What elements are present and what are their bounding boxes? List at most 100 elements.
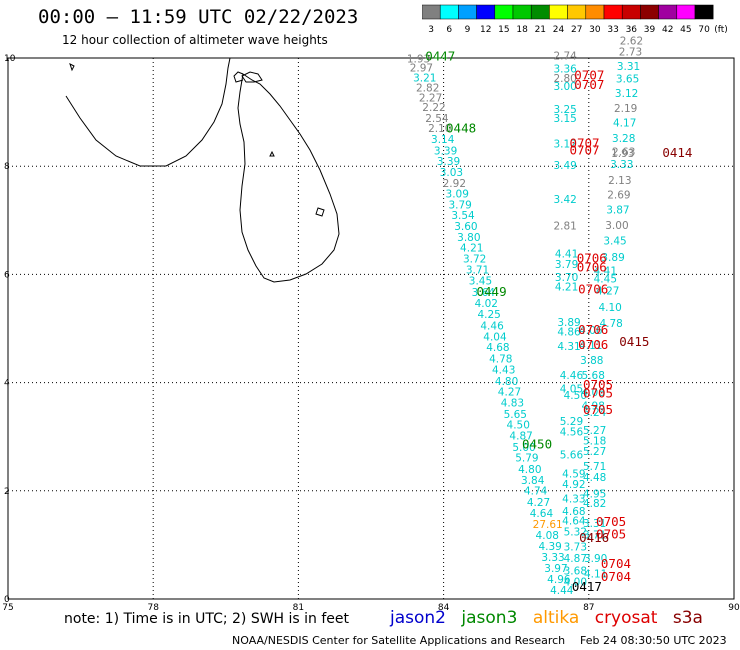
wave-height-point: 5.00 <box>512 442 535 454</box>
wave-height-point: 4.80 <box>495 376 518 388</box>
wave-height-point: 5.65 <box>504 409 527 421</box>
wave-height-point: 27.61 <box>533 519 563 531</box>
scale-label: 27 <box>571 25 582 34</box>
wave-height-point: 5.66 <box>560 449 584 461</box>
pass-time-label: 0707 <box>574 68 604 83</box>
wave-height-point: 4.44 <box>550 585 574 597</box>
wave-height-point: 4.31 <box>557 341 580 353</box>
wave-height-point: 3.90 <box>584 553 607 565</box>
pass-time-label: 0449 <box>477 284 507 299</box>
india-coastline <box>65 57 231 167</box>
wave-height-point: 4.92 <box>562 479 585 491</box>
wave-height-point: 3.36 <box>553 64 577 76</box>
wave-height-point: 4.33 <box>562 494 585 506</box>
scale-label: 42 <box>662 25 673 34</box>
island-small-1 <box>69 63 75 72</box>
wave-height-point: 3.89 <box>557 317 580 329</box>
wave-height-point: 2.10 <box>428 123 451 135</box>
wave-height-point: 4.78 <box>599 318 622 330</box>
wave-height-point: 3.68 <box>564 566 587 578</box>
wave-height-point: 4.11 <box>579 340 602 352</box>
wave-height-point: 4.96 <box>547 574 571 586</box>
wave-height-point: 2.80 <box>553 73 576 85</box>
color-scale: 3 6 9 12 15 18 21 24 27 30 33 36 39 42 45 70 (ft) <box>422 4 728 34</box>
wave-height-point: 3.39 <box>437 156 460 168</box>
wave-height-point: 3.00 <box>553 81 576 93</box>
scale-label: 6 <box>446 25 452 34</box>
wave-height-point: 3.97 <box>544 563 567 575</box>
legend-jason3: jason3 <box>461 608 518 628</box>
wave-height-point: 4.06 <box>579 325 603 337</box>
wave-height-point: 2.69 <box>607 190 630 202</box>
wave-height-point: 5.71 <box>583 461 606 473</box>
wave-height-point: 4.41 <box>555 249 578 261</box>
legend-s3a: s3a <box>672 608 703 628</box>
scale-label: 33 <box>607 25 618 34</box>
wave-height-point: 4.04 <box>483 331 507 343</box>
x-tick-label: 75 <box>2 603 13 610</box>
wave-height-point: 3.87 <box>606 204 629 216</box>
wave-height-point: 4.27 <box>596 285 619 297</box>
wave-height-point: 5.68 <box>582 370 605 382</box>
pass-time-label: 0705 <box>583 377 613 392</box>
x-tick-label: 90 <box>728 603 740 610</box>
map-frame <box>7 57 735 600</box>
y-tick-label: 4 <box>4 379 10 389</box>
wave-height-point: 3.65 <box>616 73 639 85</box>
pass-time-label: 0706 <box>577 250 607 265</box>
pass-time-label: 0706 <box>577 260 607 275</box>
wave-height-point: 3.31 <box>583 518 606 530</box>
wave-height-point: 2.82 <box>416 83 439 95</box>
wave-height-point: 4.48 <box>583 472 606 484</box>
credit-line: NOAA/NESDIS Center for Satellite Applica… <box>232 634 566 647</box>
wave-height-point: 4.39 <box>538 541 561 553</box>
wave-height-point: 3.88 <box>580 355 603 367</box>
wave-height-point: 2.19 <box>614 103 637 115</box>
wave-height-point: 5.24 <box>583 407 607 419</box>
wave-height-point: 3.39 <box>434 145 457 157</box>
pass-time-label: 0707 <box>574 77 604 92</box>
wave-height-point: 4.50 <box>564 390 587 402</box>
wave-height-point: 4.87 <box>564 553 587 565</box>
axis-tick-labels: 75 78 81 84 87 90 0 2 4 6 8 10 <box>2 54 740 610</box>
wave-height-point: 4.27 <box>498 387 521 399</box>
wave-height-point: 3.72 <box>463 253 486 265</box>
y-tick-label: 0 <box>4 595 10 605</box>
wave-height-point: 3.49 <box>553 160 576 172</box>
wave-height-point: 3.73 <box>564 541 587 553</box>
wave-height-point: 4.45 <box>594 274 617 286</box>
pass-time-label: 0416 <box>579 530 609 545</box>
pass-time-label: 0448 <box>446 121 476 136</box>
wave-height-point: 4.64 <box>530 508 554 520</box>
page-subtitle: 12 hour collection of altimeter wave hei… <box>62 33 328 47</box>
pass-time-label: 0706 <box>578 281 608 296</box>
pass-time-label: 0450 <box>522 437 552 452</box>
pass-time-label: 0707 <box>569 135 599 150</box>
wave-height-point: 3.42 <box>553 194 576 206</box>
x-tick-label: 78 <box>147 603 159 610</box>
wave-height-point: 2.74 <box>553 51 577 63</box>
wave-height-point: 3.33 <box>541 552 564 564</box>
scale-label: 15 <box>498 25 509 34</box>
wave-height-point: 4.08 <box>536 530 559 542</box>
wave-height-point: 2.97 <box>410 63 433 75</box>
pass-time-label: 0707 <box>569 142 599 157</box>
wave-height-point: 4.78 <box>489 354 512 366</box>
x-tick-label: 81 <box>293 603 304 610</box>
wave-height-point: 3.89 <box>601 252 624 264</box>
scale-label: 70 <box>698 25 710 34</box>
wave-height-point: 5.79 <box>515 453 538 465</box>
pass-time-label: 0706 <box>578 322 608 337</box>
wave-height-point: 2.81 <box>553 220 576 232</box>
satellite-pass-times: 0447044804490450070707070707070707060706… <box>425 49 692 594</box>
wave-height-point: 4.21 <box>460 243 483 255</box>
wave-height-point: 3.45 <box>469 276 492 288</box>
wave-height-point: 5.18 <box>583 435 606 447</box>
wave-height-point: 3.03 <box>440 167 463 179</box>
wave-height-point: 4.83 <box>501 397 524 409</box>
y-tick-label: 10 <box>4 54 16 64</box>
scale-label: 12 <box>480 25 491 34</box>
wave-height-point: 2.22 <box>422 102 445 114</box>
wave-height-point: 4.86 <box>557 327 581 339</box>
